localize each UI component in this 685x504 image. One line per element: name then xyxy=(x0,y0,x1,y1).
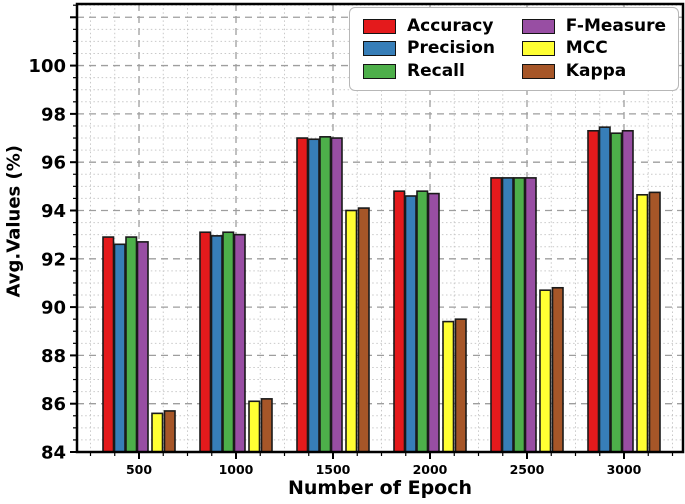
legend-label: Accuracy xyxy=(407,15,494,36)
bar-mcc-500 xyxy=(151,412,164,453)
x-tick-label: 3000 xyxy=(607,462,642,477)
bar-mcc-3000 xyxy=(636,193,649,453)
bar-kappa-2500 xyxy=(551,286,564,453)
bar-f-measure-1500 xyxy=(330,137,343,453)
legend-swatch-f-measure xyxy=(521,18,555,34)
bar-recall-2500 xyxy=(513,177,526,453)
legend-label: F-Measure xyxy=(565,15,666,36)
bar-mcc-1500 xyxy=(345,209,358,453)
bar-accuracy-3000 xyxy=(587,129,600,453)
legend-swatch-recall xyxy=(363,64,396,80)
y-tick-label: 84 xyxy=(41,443,66,464)
bar-mcc-2000 xyxy=(442,320,455,453)
legend-swatch-mcc xyxy=(521,41,555,57)
bar-recall-2000 xyxy=(416,190,429,453)
y-tick-label: 86 xyxy=(41,394,66,415)
x-tick-label: 1000 xyxy=(219,462,254,477)
legend-swatch-precision xyxy=(363,41,396,57)
bar-accuracy-2500 xyxy=(490,177,503,453)
y-tick-label: 94 xyxy=(41,201,66,222)
legend-label: Recall xyxy=(407,61,465,82)
x-tick-label: 1500 xyxy=(316,462,351,477)
legend-swatch-accuracy xyxy=(363,18,396,34)
bar-kappa-500 xyxy=(163,410,176,453)
x-tick-label: 2500 xyxy=(510,462,545,477)
bar-f-measure-3000 xyxy=(621,129,634,453)
x-tick-label: 2000 xyxy=(413,462,448,477)
bar-precision-3000 xyxy=(598,126,611,453)
legend-item-mcc: MCC xyxy=(521,38,666,59)
bar-recall-3000 xyxy=(610,132,623,453)
bar-recall-1000 xyxy=(222,231,235,453)
bar-precision-2000 xyxy=(404,195,417,453)
legend-item-accuracy: Accuracy xyxy=(363,15,498,36)
plot-frame xyxy=(75,2,685,454)
legend-swatch-kappa xyxy=(521,64,555,80)
bar-mcc-2500 xyxy=(539,289,552,453)
y-tick-label: 88 xyxy=(41,346,66,367)
y-axis-title: Avg.Values (%) xyxy=(3,145,25,298)
bar-precision-1500 xyxy=(307,138,320,453)
legend-item-recall: Recall xyxy=(363,63,498,80)
y-tick-label: 90 xyxy=(41,298,66,319)
y-tick-label: 98 xyxy=(41,104,66,125)
bar-kappa-1000 xyxy=(260,398,273,453)
legend-label: MCC xyxy=(565,38,608,59)
legend-item-kappa: Kappa xyxy=(521,61,666,82)
y-tick-label: 100 xyxy=(28,56,66,77)
legend-item-f-measure: F-Measure xyxy=(521,15,666,36)
legend-label: Precision xyxy=(407,38,496,59)
bar-f-measure-2500 xyxy=(524,177,537,453)
plot-area xyxy=(75,2,685,454)
x-tick-label: 500 xyxy=(126,462,152,477)
bar-f-measure-2000 xyxy=(427,192,440,453)
legend-label: Kappa xyxy=(565,61,627,82)
bar-precision-500 xyxy=(113,243,126,453)
bar-accuracy-1500 xyxy=(296,137,309,453)
bar-mcc-1000 xyxy=(248,400,261,453)
legend-item-precision: Precision xyxy=(363,40,498,57)
bar-accuracy-2000 xyxy=(393,190,406,453)
bar-recall-1500 xyxy=(319,136,332,453)
y-tick-label: 96 xyxy=(41,153,66,174)
bar-f-measure-500 xyxy=(136,241,149,453)
bar-accuracy-1000 xyxy=(199,231,212,453)
bar-f-measure-1000 xyxy=(233,233,246,453)
y-tick-label: 92 xyxy=(41,249,66,270)
bar-accuracy-500 xyxy=(102,236,115,453)
bar-precision-2500 xyxy=(501,177,514,453)
legend: Accuracy Precision Recall F-Measure MCC Kappa xyxy=(349,7,679,91)
bar-kappa-2000 xyxy=(454,318,467,453)
bar-kappa-3000 xyxy=(648,191,661,453)
bar-recall-500 xyxy=(125,236,138,453)
bar-kappa-1500 xyxy=(357,207,370,453)
x-axis-title: Number of Epoch xyxy=(287,477,473,499)
bar-precision-1000 xyxy=(210,235,223,453)
